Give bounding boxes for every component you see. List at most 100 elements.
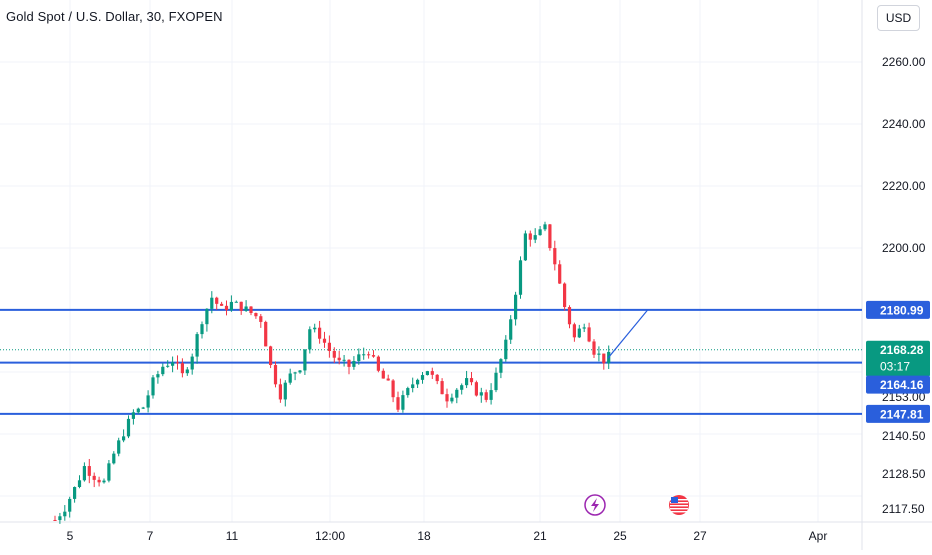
candle-body — [474, 382, 478, 396]
candle-body — [381, 370, 385, 379]
time-tick-label: 21 — [533, 529, 547, 543]
candle-body — [102, 480, 106, 483]
trend-line — [607, 309, 649, 359]
level-tag-label-bg — [866, 375, 930, 394]
level-tag-label-bg — [866, 404, 930, 423]
price-tick-label: 2128.50 — [882, 467, 926, 481]
candle-body — [77, 480, 82, 488]
currency-button[interactable]: USD — [877, 5, 920, 31]
candle-body — [479, 392, 483, 396]
candle-body — [298, 370, 302, 373]
candle-body — [126, 418, 131, 437]
us-flag-event-icon[interactable] — [669, 495, 689, 515]
candle-body — [460, 385, 464, 390]
time-tick-label: 12:00 — [315, 529, 345, 543]
candle-body — [514, 294, 518, 320]
candle-body — [136, 408, 140, 413]
candle-body — [367, 354, 371, 356]
candle-body — [553, 248, 557, 265]
candle-body — [347, 359, 351, 367]
time-tick-label: Apr — [809, 529, 828, 543]
flag-icon-stripe — [670, 505, 688, 507]
candle-body — [592, 341, 596, 355]
flag-icon-stripe — [670, 502, 688, 504]
candle-body — [278, 384, 282, 400]
time-tick-label: 18 — [417, 529, 431, 543]
countdown-label: 03:17 — [880, 360, 910, 374]
candle-body — [190, 356, 194, 370]
lightning-icon-bolt — [591, 498, 599, 512]
candle-body — [210, 297, 214, 309]
price-tick-label: 2240.00 — [882, 117, 926, 131]
current-price-label: 2168.28 — [880, 343, 924, 357]
candle-body — [269, 346, 273, 366]
time-tick-label: 25 — [613, 529, 627, 543]
candle-body — [220, 303, 224, 306]
candle-body — [117, 440, 121, 454]
candle-body — [141, 407, 145, 409]
candle-body — [357, 354, 361, 362]
candle-body — [440, 381, 444, 395]
candle-body — [391, 380, 395, 398]
candle-body — [283, 382, 287, 400]
price-tick-label: 2117.50 — [882, 502, 925, 516]
candle-body — [322, 338, 327, 343]
time-axis[interactable]: 5 7 11 12:00 18 21 25 27 Apr — [67, 529, 828, 543]
candle-body — [332, 351, 336, 358]
candle-body — [239, 301, 243, 311]
candle-body — [494, 372, 498, 391]
candle-body — [386, 378, 390, 381]
level-tag-label: 2180.99 — [880, 303, 924, 317]
flag-icon-stripe — [670, 499, 688, 501]
candle-body — [254, 313, 258, 317]
price-axis[interactable]: 2260.002240.002220.002200.002153.002140.… — [866, 55, 930, 516]
candle-body — [185, 369, 189, 374]
candle-body — [234, 301, 238, 303]
candle-body — [156, 374, 160, 378]
candle-body — [528, 233, 532, 240]
candle-body — [161, 366, 165, 375]
candle-body — [450, 397, 454, 402]
candle-body — [303, 349, 307, 371]
candle-body — [435, 374, 439, 382]
time-tick-label: 27 — [693, 529, 707, 543]
level-tag-label-bg — [866, 300, 930, 319]
flag-icon-stripe — [670, 508, 688, 510]
candle-body — [587, 327, 591, 342]
candle-body — [567, 307, 572, 325]
lightning-event-icon[interactable] — [584, 494, 606, 516]
candle-body — [401, 395, 405, 410]
candle-body — [538, 229, 542, 236]
candle-body — [489, 390, 493, 400]
flag-icon-canton — [671, 497, 678, 503]
candle-body — [313, 327, 317, 330]
candle-body — [112, 453, 116, 464]
candle-body — [411, 384, 415, 389]
symbol-title[interactable]: Gold Spot / U.S. Dollar, 30, FXOPEN — [6, 9, 223, 24]
candle-body — [288, 373, 292, 383]
candle-body — [484, 392, 488, 400]
time-tick-label: 11 — [226, 529, 239, 543]
candle-body — [572, 324, 576, 338]
candle-body — [195, 334, 199, 357]
candle-body — [229, 301, 233, 311]
candle-body — [371, 355, 376, 357]
candle-body — [53, 519, 57, 521]
candle-body — [396, 397, 400, 410]
price-tick-label: 2140.50 — [882, 429, 926, 443]
candle-body — [425, 371, 429, 376]
candle-body — [122, 436, 126, 441]
candle-body — [224, 305, 229, 311]
candle-body — [563, 283, 567, 308]
candle-body — [180, 363, 184, 374]
candle-body — [469, 378, 474, 383]
candles — [53, 221, 611, 524]
candle-body — [499, 359, 503, 373]
candle-body — [602, 353, 606, 364]
candle-body — [558, 264, 562, 284]
candle-body — [509, 319, 513, 340]
candle-body — [293, 372, 297, 374]
